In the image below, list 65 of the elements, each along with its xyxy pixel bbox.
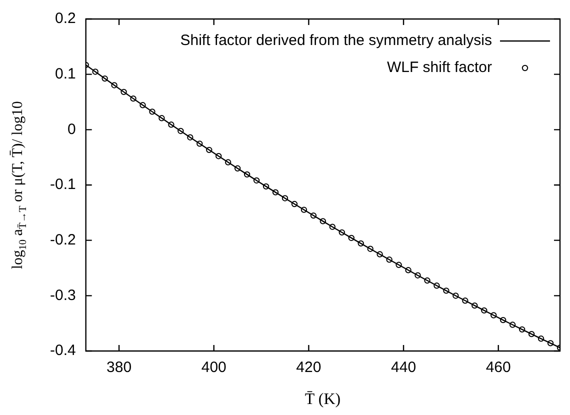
y-tick-label: -0.1 [50, 176, 76, 194]
point [405, 267, 412, 274]
point [216, 153, 222, 160]
point [196, 140, 203, 147]
point [111, 82, 118, 88]
point [500, 316, 506, 324]
point [140, 102, 146, 108]
point [234, 165, 241, 172]
point [509, 322, 516, 328]
point [443, 288, 450, 294]
point [149, 108, 156, 115]
x-tick-label: 400 [201, 359, 226, 376]
point [434, 282, 440, 289]
point [130, 95, 136, 102]
point [178, 128, 184, 134]
point [518, 326, 526, 333]
point [92, 68, 98, 75]
point [244, 171, 250, 178]
point [291, 200, 298, 208]
legend-label: WLF shift factor [386, 59, 492, 76]
x-tick-label: 420 [296, 359, 322, 376]
point [481, 307, 488, 314]
point [452, 292, 459, 299]
point [528, 330, 535, 338]
y-tick-label: 0.1 [54, 65, 76, 82]
y-tick-label: 0 [68, 120, 76, 138]
point [158, 115, 165, 122]
point [224, 159, 232, 166]
point [424, 277, 430, 284]
x-tick-label: 460 [486, 359, 511, 376]
point [386, 256, 392, 263]
y-tick-label: -0.2 [50, 231, 76, 248]
y-axis-title: log10 aT̄→T or μ(T, T̄)/ log10 [9, 101, 29, 270]
point [358, 240, 364, 247]
point [300, 206, 308, 213]
point [329, 224, 336, 230]
point [396, 262, 402, 268]
point [472, 302, 478, 309]
x-axis-title: T̄ (K) [304, 391, 341, 408]
point [338, 229, 345, 236]
point [272, 189, 279, 196]
point [310, 212, 317, 219]
y-tick-label: -0.3 [50, 286, 76, 304]
point [462, 298, 468, 304]
point [376, 251, 383, 258]
point [367, 246, 374, 252]
point [262, 183, 270, 190]
y-tick-label: -0.4 [50, 342, 76, 360]
x-tick-label: 440 [391, 359, 416, 376]
point [348, 234, 354, 242]
point [490, 312, 497, 318]
legend-label: Shift factor derived from the symmetry analysis [180, 32, 492, 50]
point [102, 75, 108, 82]
point [547, 340, 554, 346]
point [206, 146, 212, 154]
y-tick-label: 0.2 [54, 10, 76, 28]
point [414, 272, 421, 278]
point [253, 177, 260, 184]
point [168, 122, 174, 128]
point [538, 336, 544, 342]
point [120, 88, 127, 96]
point [187, 134, 194, 140]
point [320, 218, 326, 224]
x-tick-label: 380 [106, 359, 132, 376]
point [282, 195, 288, 202]
